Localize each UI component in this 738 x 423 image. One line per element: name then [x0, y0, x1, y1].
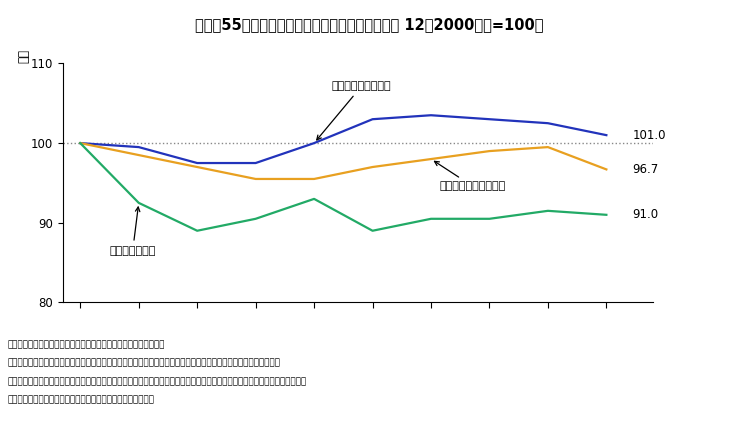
Text: 資料：（社）日本フードサービス協会資料を基に農林水産省で作成: 資料：（社）日本フードサービス協会資料を基に農林水産省で作成 — [7, 341, 165, 349]
Text: 101.0: 101.0 — [632, 129, 666, 142]
Text: 91.0: 91.0 — [632, 208, 659, 221]
Text: レストラン（イートイン中心、食事中心、客単価高い）: レストラン（イートイン中心、食事中心、客単価高い） — [7, 395, 154, 404]
Text: ファストフード: ファストフード — [109, 207, 156, 255]
Text: アウト、食事中心、客単価やや低い）、ファミリーレストラン（イートイン中心、食事中心、客単価中程度）、ディナー: アウト、食事中心、客単価やや低い）、ファミリーレストラン（イートイン中心、食事中… — [7, 377, 306, 386]
Text: 96.7: 96.7 — [632, 163, 659, 176]
Text: 図１－55　外食産業の業種別客単価の推移（平成 12（2000）年=100）: 図１－55 外食産業の業種別客単価の推移（平成 12（2000）年=100） — [195, 17, 543, 32]
Text: ディナーレストラン: ディナーレストラン — [317, 81, 391, 140]
Y-axis label: 指数: 指数 — [17, 49, 30, 63]
Text: ファミリーレストラン: ファミリーレストラン — [435, 161, 506, 191]
Text: 注：業種は利用形態、提供内容、客単価で区分される。具体的には、ファストフード（イートインあるいはテイク: 注：業種は利用形態、提供内容、客単価で区分される。具体的には、ファストフード（イ… — [7, 359, 280, 368]
